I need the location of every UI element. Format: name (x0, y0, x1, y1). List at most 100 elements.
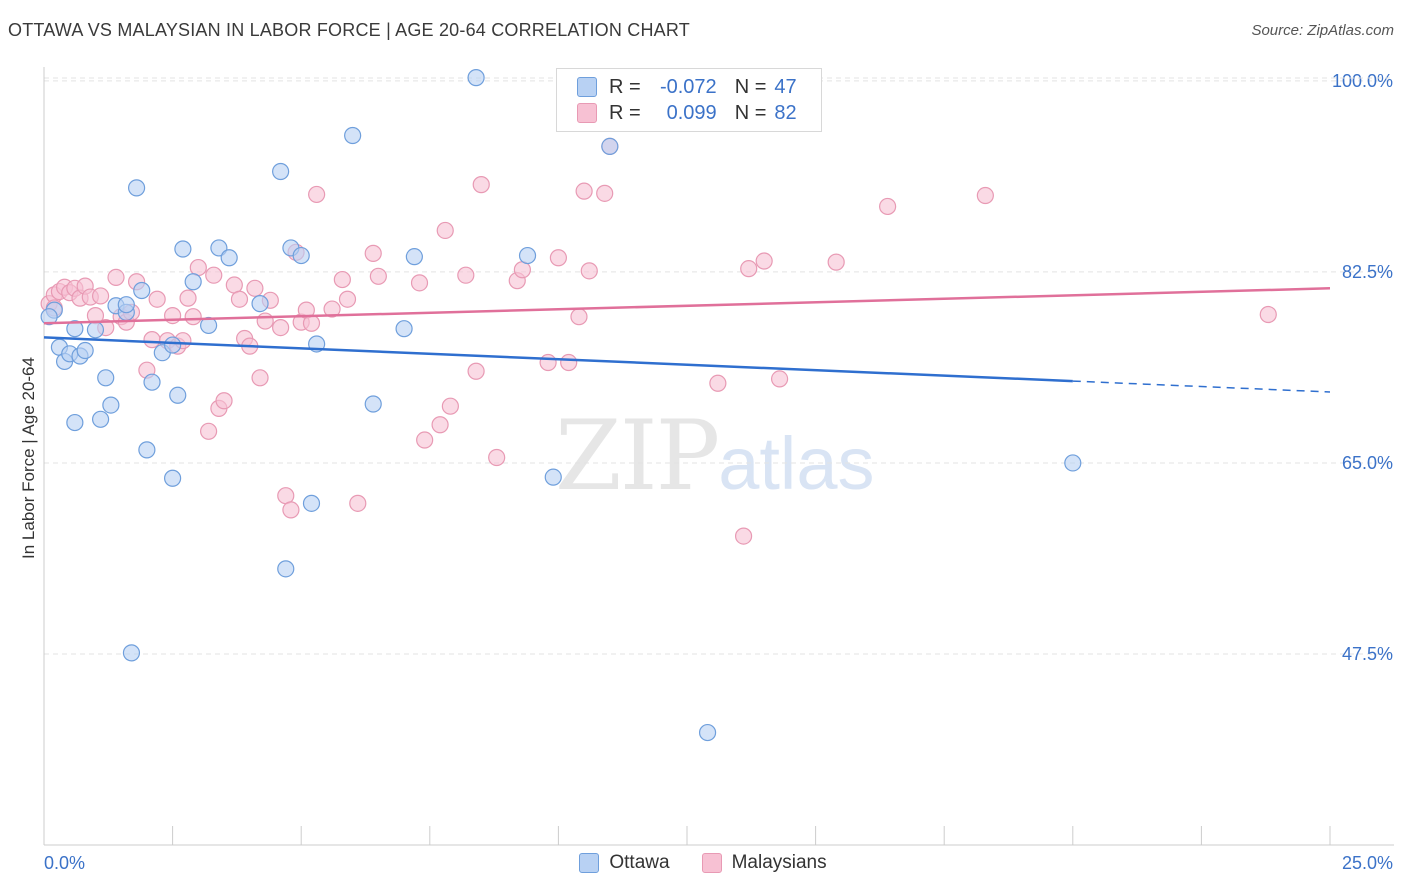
legend-item-ottawa: Ottawa (579, 852, 670, 874)
ottawa-n-value: 47 (774, 75, 797, 98)
malaysian-point (272, 319, 290, 337)
malaysian-point (1259, 305, 1277, 324)
series-legend: Ottawa Malaysians (0, 852, 1406, 874)
malaysian-point (302, 314, 321, 332)
ottawa-point (66, 413, 84, 432)
malaysian-point (349, 494, 367, 512)
malaysian-point (539, 353, 557, 372)
malaysian-point (740, 260, 758, 278)
malaysian-point (277, 487, 295, 505)
ottawa-point (395, 320, 413, 338)
ottawa-point (86, 321, 105, 339)
y-axis-label: In Labor Force | Age 20-64 (19, 357, 38, 559)
ottawa-point (251, 294, 269, 313)
ottawa-point (364, 395, 382, 413)
malaysian-swatch (577, 103, 597, 123)
ottawa-point (164, 469, 182, 487)
ottawa-point (405, 248, 423, 266)
ottawa-point (40, 308, 58, 326)
malaysian-point (308, 185, 326, 204)
malaysian-point (580, 262, 598, 280)
legend-row-malaysians: R = 0.099 N = 82 (577, 100, 797, 126)
malaysian-n-label: N = (734, 101, 767, 124)
malaysian-point (338, 290, 357, 308)
malaysian-r-value: 0.099 (666, 101, 717, 124)
malaysian-point (364, 244, 382, 262)
malaysian-point (879, 197, 897, 216)
ottawa-point (138, 441, 156, 459)
ottawa-n-label: N = (734, 75, 767, 98)
legend-ottawa-label: Ottawa (609, 852, 670, 873)
ottawa-point (164, 336, 182, 354)
ottawa-point (200, 316, 218, 335)
ottawa-point (292, 246, 310, 265)
malaysian-point (256, 312, 274, 330)
malaysian-point (225, 276, 243, 294)
malaysian-point (246, 279, 264, 297)
malaysian-point (467, 362, 485, 380)
ottawa-swatch (577, 77, 597, 97)
malaysian-point (457, 266, 475, 284)
ottawa-point (698, 723, 717, 742)
malaysian-trendline (43, 287, 1331, 325)
ottawa-point (169, 386, 187, 404)
chart-source: Source: ZipAtlas.com (1251, 22, 1394, 39)
malaysian-point (205, 266, 223, 284)
ottawa-point (272, 162, 290, 181)
y-tick-label: 100.0% (1332, 71, 1393, 91)
y-tick-label: 47.5% (1342, 644, 1393, 664)
malaysian-point (488, 448, 506, 467)
malaysian-point (513, 261, 531, 279)
correlation-legend: R = -0.072 N = 47 R = 0.099 N = 82 (556, 68, 822, 132)
malaysian-point (560, 353, 578, 372)
legend-malaysian-swatch (701, 853, 722, 873)
malaysian-point (770, 370, 789, 388)
ottawa-point (518, 246, 537, 265)
chart-title: OTTAWA VS MALAYSIAN IN LABOR FORCE | AGE… (8, 20, 690, 40)
malaysian-point (570, 308, 588, 326)
ottawa-r-label: R = (609, 75, 641, 98)
ottawa-point (1064, 454, 1082, 472)
ottawa-point (102, 396, 120, 414)
ottawa-point (76, 341, 94, 360)
malaysian-point (215, 392, 233, 410)
malaysian-point (709, 374, 727, 392)
ottawa-point (66, 320, 84, 338)
malaysian-point (416, 431, 434, 449)
ottawa-point (117, 296, 135, 314)
ottawa-point (302, 494, 321, 512)
malaysian-point (179, 289, 197, 307)
ottawa-point (97, 369, 115, 387)
ottawa-point (544, 468, 562, 486)
legend-row-ottawa: R = -0.072 N = 47 (577, 74, 797, 100)
malaysian-point (827, 253, 845, 271)
malaysian-point (734, 527, 753, 545)
malaysian-point (189, 258, 207, 277)
malaysian-point (230, 290, 249, 308)
x-tick-label: 0.0% (44, 853, 85, 873)
malaysian-point (107, 268, 125, 286)
malaysian-r-label: R = (609, 101, 641, 124)
legend-malaysians-label: Malaysians (731, 852, 827, 873)
watermark-atlas: atlas (718, 422, 875, 505)
malaysian-point (431, 416, 449, 434)
malaysian-point (755, 252, 773, 270)
ottawa-point (344, 126, 362, 145)
ottawa-point (220, 249, 238, 267)
ottawa-point (174, 240, 192, 258)
ottawa-point (122, 644, 141, 662)
ottawa-point (601, 137, 619, 156)
malaysian-point (441, 397, 459, 415)
malaysian-point (164, 306, 182, 325)
ottawa-point (184, 273, 202, 291)
ottawa-point (467, 69, 485, 87)
malaysian-point (143, 331, 161, 349)
malaysian-point (333, 270, 351, 289)
ottawa-point (91, 410, 110, 428)
malaysian-point (976, 186, 994, 205)
malaysian-point (282, 501, 300, 519)
watermark-zip: ZIP (555, 400, 720, 512)
malaysian-point (410, 274, 429, 292)
malaysian-point (184, 308, 202, 326)
